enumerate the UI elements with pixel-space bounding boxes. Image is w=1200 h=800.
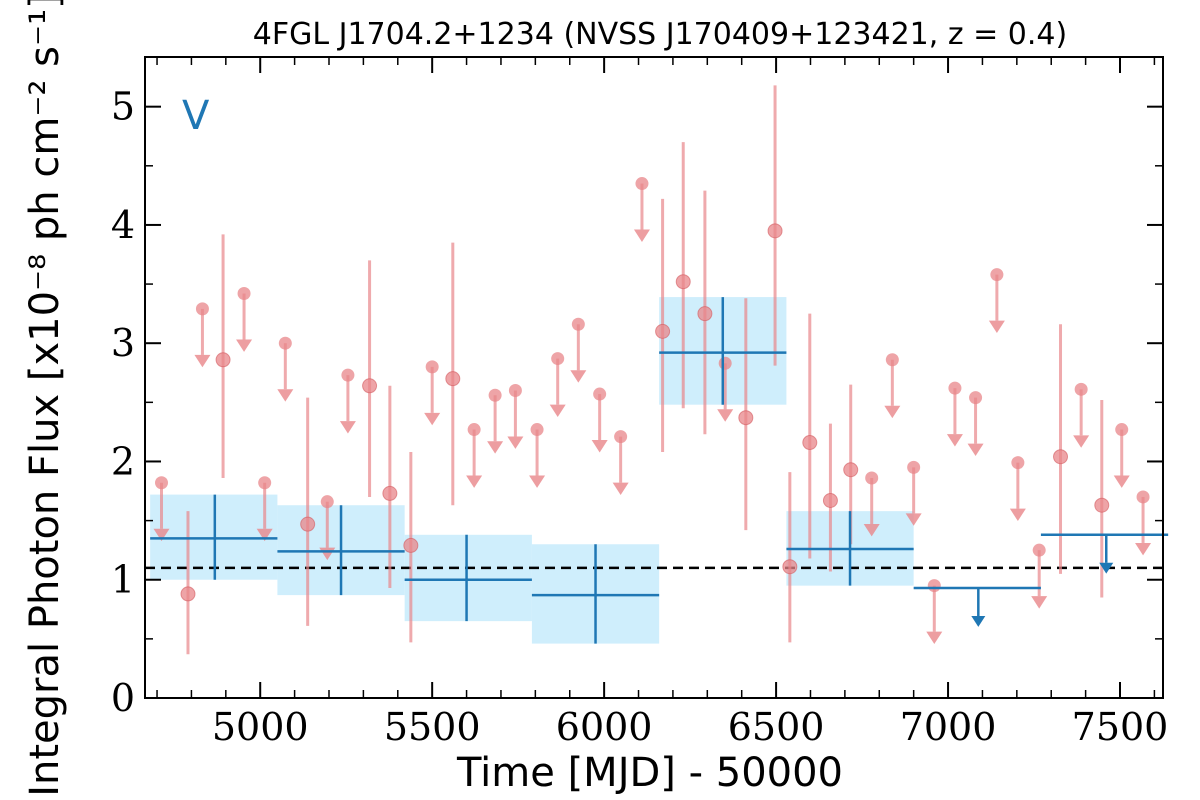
monthly-limit-arrow-28 (1113, 475, 1130, 488)
binned-limit-arrow-1 (1099, 562, 1114, 574)
monthly-limit-marker-26 (1032, 543, 1046, 557)
monthly-limit-marker-27 (1074, 382, 1088, 396)
monthly-limit-arrow-14 (591, 440, 608, 453)
monthly-limit-marker-15 (614, 430, 628, 444)
monthly-point-2 (300, 516, 316, 532)
monthly-limit-arrow-23 (967, 443, 984, 457)
monthly-limit-marker-6 (341, 368, 355, 382)
monthly-point-13 (802, 435, 818, 451)
monthly-point-7 (655, 323, 671, 339)
y-axis-label: Integral Photon Flux [x10⁻⁸ ph cm⁻² s⁻¹] (22, 0, 68, 797)
monthly-limit-arrow-19 (884, 405, 901, 419)
monthly-point-17 (1094, 497, 1110, 513)
monthly-point-16 (1053, 449, 1069, 465)
binned-limit-arrow-0 (971, 616, 986, 627)
monthly-point-9 (697, 306, 713, 322)
monthly-limit-marker-4 (278, 336, 292, 350)
monthly-limit-arrow-18 (863, 524, 880, 537)
monthly-point-4 (382, 485, 398, 501)
monthly-limit-arrow-27 (1073, 435, 1090, 448)
monthly-point-8 (675, 274, 691, 290)
x-tick-label-4: 7000 (900, 705, 997, 749)
monthly-point-10 (738, 410, 754, 426)
monthly-limit-arrow-3 (256, 528, 273, 542)
monthly-limit-arrow-17 (717, 409, 734, 422)
monthly-limit-marker-25 (1011, 456, 1025, 470)
monthly-point-6 (445, 371, 461, 387)
monthly-limit-arrow-4 (277, 389, 294, 402)
monthly-limit-marker-19 (885, 353, 899, 367)
monthly-limit-marker-1 (195, 302, 209, 316)
monthly-limit-marker-13 (571, 317, 585, 331)
monthly-limit-marker-23 (969, 391, 983, 405)
monthly-limit-arrow-15 (612, 482, 629, 496)
y-tick-label-4: 4 (111, 203, 135, 247)
y-tick-label-2: 2 (111, 439, 135, 483)
x-tick-label-5: 7500 (1072, 705, 1169, 749)
monthly-limit-marker-3 (258, 476, 272, 490)
monthly-limit-marker-10 (508, 384, 522, 398)
y-tick-label-1: 1 (111, 558, 135, 602)
monthly-limit-arrow-22 (946, 434, 963, 447)
chart-title: 4FGL J1704.2+1234 (NVSS J170409+123421, … (253, 17, 1067, 52)
monthly-limit-marker-14 (593, 387, 607, 401)
monthly-limit-marker-11 (530, 423, 544, 437)
monthly-limit-arrow-24 (988, 320, 1005, 334)
monthly-limit-arrow-20 (905, 513, 922, 526)
monthly-limit-arrow-16 (633, 229, 650, 242)
monthly-limit-marker-24 (990, 268, 1004, 282)
monthly-limit-arrow-7 (424, 412, 441, 426)
monthly-limit-marker-22 (948, 381, 962, 395)
monthly-limit-arrow-8 (466, 475, 483, 488)
monthly-limit-marker-28 (1115, 423, 1129, 437)
band-annotation: V (182, 93, 210, 139)
monthly-limit-arrow-13 (570, 370, 587, 383)
monthly-limit-arrow-10 (507, 436, 524, 449)
monthly-limit-arrow-12 (549, 404, 566, 417)
x-tick-label-3: 6500 (728, 705, 825, 749)
monthly-point-5 (403, 537, 419, 553)
monthly-point-11 (767, 223, 783, 239)
binned-band-2 (404, 534, 532, 622)
monthly-point-3 (362, 378, 378, 394)
monthly-limit-arrow-6 (339, 421, 356, 434)
monthly-limit-arrow-29 (1135, 542, 1152, 556)
monthly-limit-marker-5 (320, 495, 334, 509)
monthly-limit-marker-2 (237, 287, 251, 301)
monthly-limit-arrow-1 (194, 354, 211, 368)
y-tick-label-3: 3 (111, 321, 135, 365)
monthly-limit-marker-21 (927, 579, 941, 593)
monthly-point-1 (215, 352, 231, 368)
plot-frame (144, 56, 1164, 699)
x-tick-label-1: 5500 (384, 705, 481, 749)
monthly-limit-marker-20 (907, 460, 921, 474)
monthly-limit-arrow-11 (529, 475, 546, 488)
x-tick-label-0: 5000 (212, 705, 309, 749)
y-tick-label-0: 0 (111, 676, 135, 720)
monthly-point-15 (843, 462, 859, 478)
monthly-limit-marker-16 (635, 177, 649, 191)
monthly-point-0 (180, 586, 196, 602)
monthly-limit-arrow-26 (1031, 596, 1048, 609)
x-axis-label: Time [MJD] - 50000 (456, 750, 843, 796)
monthly-limit-arrow-2 (236, 339, 253, 352)
monthly-limit-arrow-0 (153, 528, 170, 542)
x-tick-label-2: 6000 (556, 705, 653, 749)
monthly-limit-arrow-9 (487, 441, 504, 454)
monthly-limit-arrow-21 (926, 631, 943, 645)
monthly-limit-marker-0 (155, 476, 169, 490)
monthly-limit-marker-18 (865, 471, 879, 485)
monthly-point-14 (822, 492, 838, 508)
monthly-limit-marker-7 (425, 360, 439, 374)
monthly-limit-marker-12 (551, 352, 565, 366)
monthly-limit-marker-17 (718, 356, 732, 370)
monthly-limit-marker-29 (1136, 490, 1150, 504)
monthly-limit-marker-8 (467, 423, 481, 437)
y-tick-label-5: 5 (111, 85, 135, 129)
plot-area: 5000 5500 6000 6500 7000 7500 0 1 2 3 4 5 (111, 56, 1169, 749)
monthly-limit-arrow-25 (1009, 508, 1026, 522)
monthly-limit-marker-9 (488, 388, 502, 402)
monthly-point-12 (782, 559, 798, 575)
